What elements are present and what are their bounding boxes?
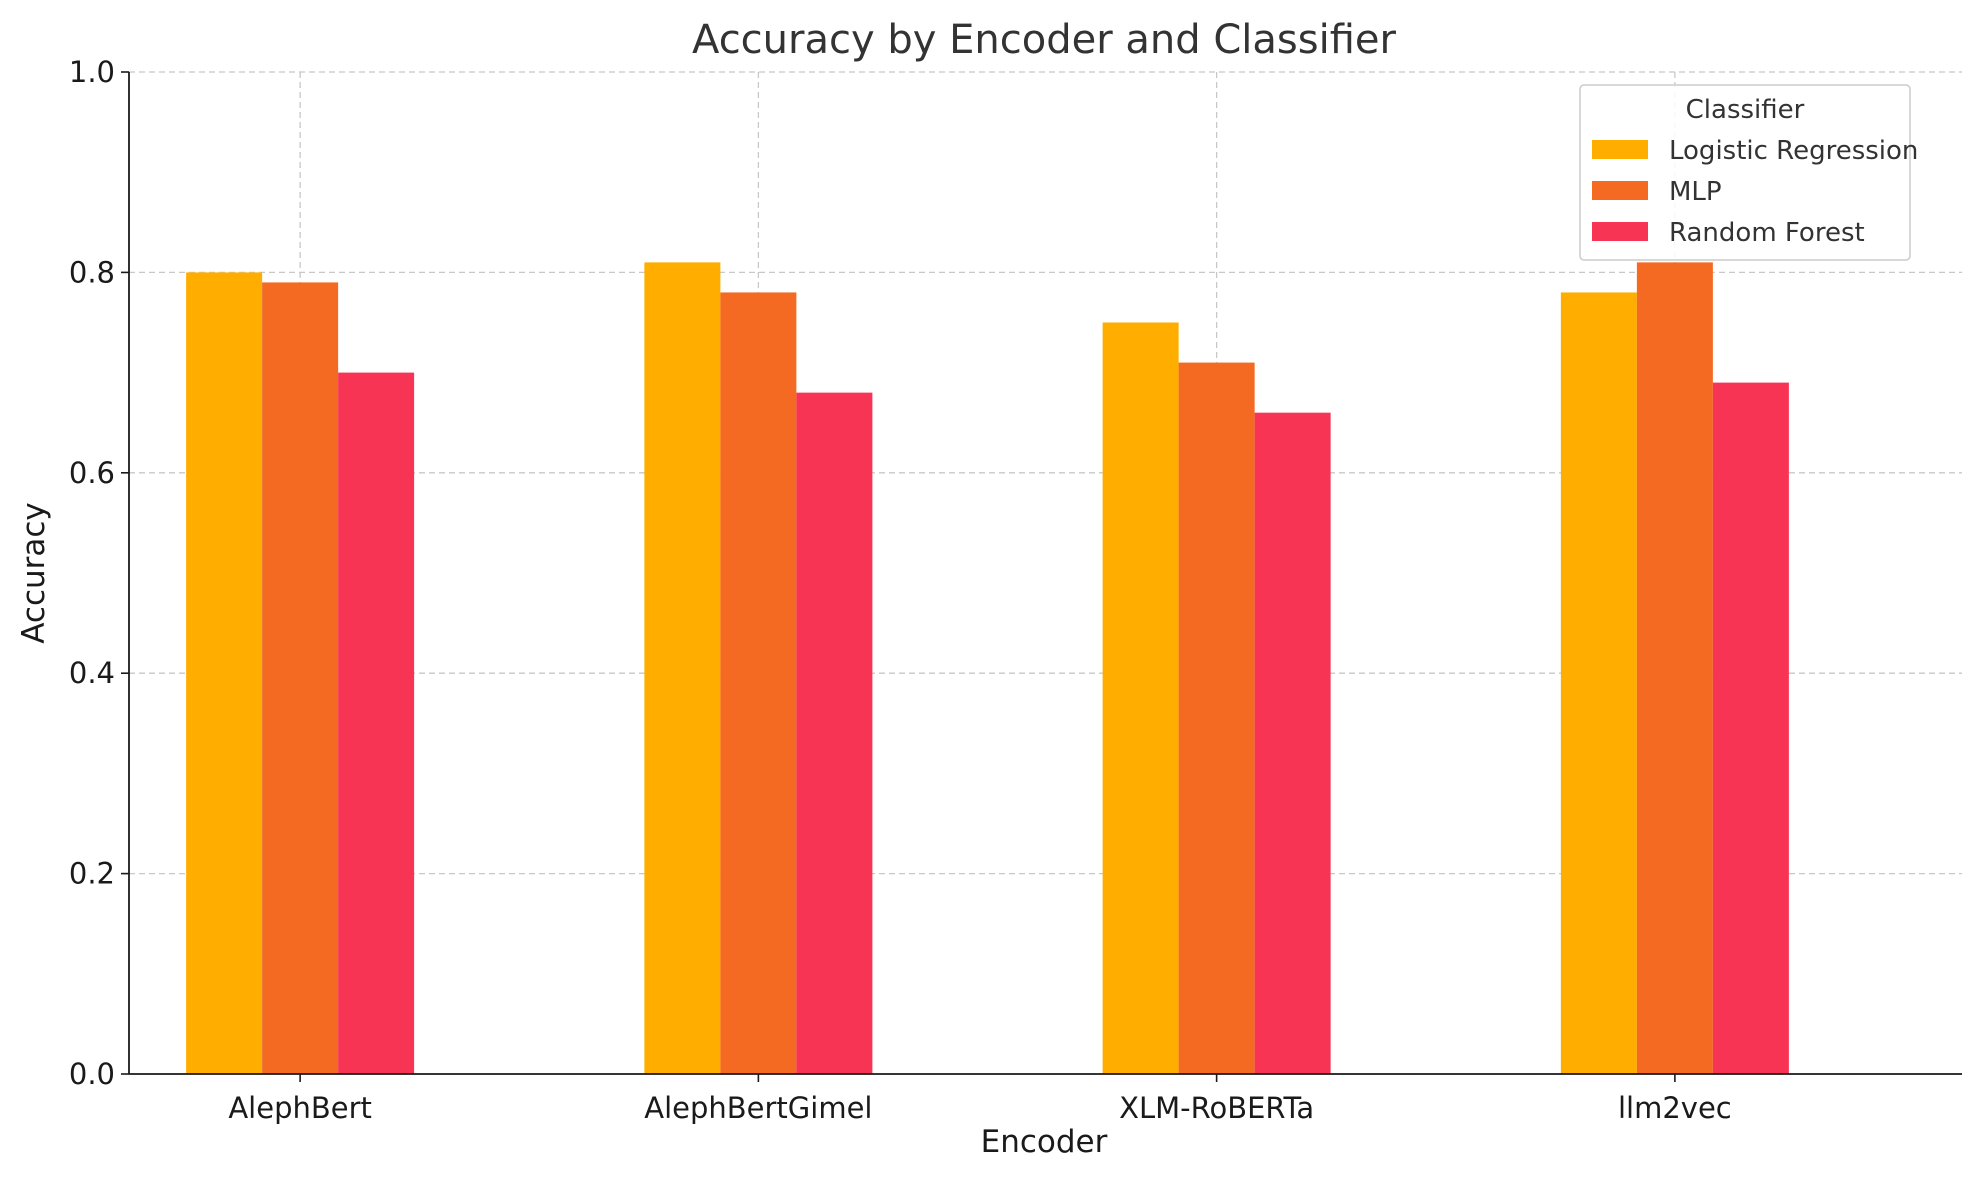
y-axis-title: Accuracy [16, 502, 52, 644]
y-tick-label: 0.2 [69, 857, 115, 891]
axes [128, 72, 1962, 1075]
x-tick-label: AlephBertGimel [644, 1091, 872, 1125]
bar-mlp-xlm-roberta [1178, 362, 1255, 1075]
legend-title: Classifier [1686, 95, 1805, 125]
legend-swatch [1592, 181, 1648, 200]
legend-swatch [1592, 222, 1648, 241]
x-tick-label: AlephBert [228, 1091, 372, 1125]
x-tick-label: llm2vec [1618, 1091, 1732, 1125]
x-ticks: AlephBert AlephBertGimel XLM-RoBERTa llm2ve… [228, 1074, 1732, 1125]
y-tick-label: 0.6 [69, 456, 115, 490]
bar-random-forest-alephbert [338, 372, 415, 1075]
bar-random-forest-llm2vec [1712, 382, 1789, 1074]
x-axis-title: Encoder [981, 1124, 1108, 1160]
bar-mlp-alephbert [262, 282, 339, 1074]
legend-items: Logistic Regression MLP Random Forest [1592, 136, 1918, 248]
bar-logistic-regression-llm2vec [1560, 292, 1637, 1074]
bar-mlp-llm2vec [1636, 262, 1713, 1074]
bar-random-forest-alephbertgimel [796, 392, 873, 1074]
bar-logistic-regression-alephbert [186, 272, 263, 1074]
legend: Classifier Logistic Regression MLP Random … [1579, 84, 1918, 261]
bar-logistic-regression-alephbertgimel [644, 262, 721, 1074]
legend-label: MLP [1669, 177, 1722, 207]
legend-box [1579, 84, 1911, 261]
legend-swatch [1592, 140, 1648, 159]
y-tick-label: 0.4 [69, 656, 115, 690]
bar-logistic-regression-xlm-roberta [1102, 322, 1179, 1074]
x-tick-label: XLM-RoBERTa [1119, 1091, 1314, 1125]
y-tick-label: 1.0 [69, 55, 115, 89]
legend-label: Logistic Regression [1669, 136, 1918, 166]
bars [186, 262, 1789, 1075]
y-tick-label: 0.0 [69, 1057, 115, 1091]
bar-mlp-alephbertgimel [720, 292, 797, 1074]
y-ticks: 0.0 0.2 0.4 0.6 0.8 1.0 [69, 55, 129, 1091]
y-tick-label: 0.8 [69, 255, 115, 289]
legend-label: Random Forest [1669, 218, 1865, 248]
chart-title: Accuracy by Encoder and Classifier [692, 17, 1396, 63]
bar-random-forest-xlm-roberta [1254, 412, 1331, 1074]
